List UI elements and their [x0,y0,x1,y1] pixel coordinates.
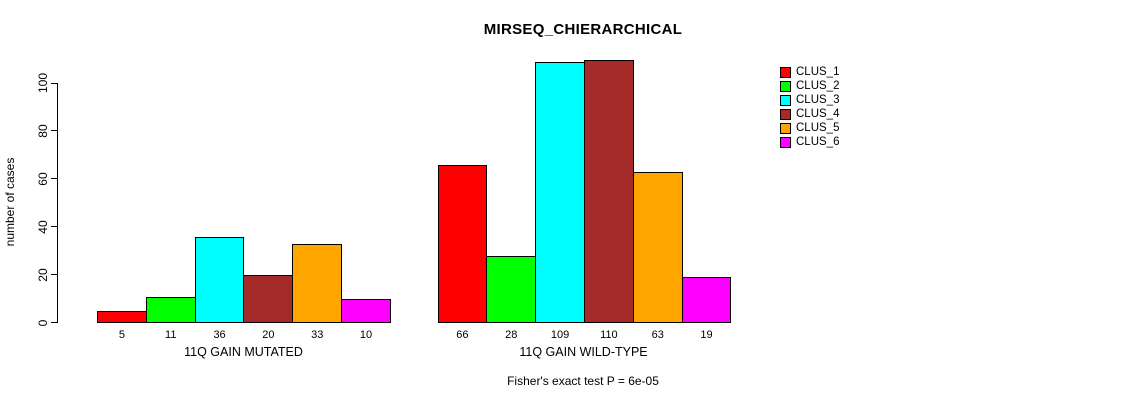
legend-item-clus_4: CLUS_4 [780,107,839,121]
bar-value-group1-CLUS_3: 36 [213,329,226,341]
legend-swatch-clus_5 [780,122,791,134]
legend-label-clus_3: CLUS_3 [796,94,840,106]
y-axis-label: number of cases [3,157,17,247]
bar-group2-CLUS_5 [632,172,683,323]
y-tick-label-40: 40 [36,220,50,234]
bar-value-group2-CLUS_2: 28 [505,329,518,341]
bar-group1-CLUS_6 [341,299,391,323]
y-tick-label-0: 0 [36,319,50,326]
legend-item-clus_6: CLUS_6 [780,135,839,149]
bar-value-group2-CLUS_4: 110 [600,329,618,341]
legend-label-clus_2: CLUS_2 [796,80,840,92]
fisher-test-annotation: Fisher's exact test P = 6e-05 [507,374,659,388]
y-tick-mark-80 [51,130,58,132]
legend-item-clus_5: CLUS_5 [780,121,839,135]
x-group-label-wildtype: 11Q GAIN WILD-TYPE [519,345,648,359]
bar-value-group2-CLUS_3: 109 [550,329,570,341]
bar-group2-CLUS_1 [437,164,488,323]
bar-value-group1-CLUS_4: 20 [262,329,275,341]
bar-value-group1-CLUS_2: 11 [165,329,177,341]
bar-value-group2-CLUS_1: 66 [456,329,469,341]
y-tick-label-20: 20 [36,267,50,282]
bar-value-group1-CLUS_5: 33 [311,329,324,341]
bar-group2-CLUS_4 [583,59,634,323]
y-tick-label-60: 60 [36,172,50,186]
y-tick-mark-20 [51,274,58,276]
bar-group2-CLUS_6 [681,277,732,323]
bar-value-group2-CLUS_5: 63 [651,329,664,341]
legend-swatch-clus_4 [780,108,791,120]
y-tick-mark-60 [51,178,58,180]
legend-label-clus_4: CLUS_4 [796,108,840,120]
bar-group1-CLUS_1 [97,311,147,323]
legend-item-clus_3: CLUS_3 [780,93,839,107]
bar-group2-CLUS_3 [535,61,585,323]
bar-group1-CLUS_3 [194,236,245,323]
bar-value-group2-CLUS_6: 19 [700,329,713,341]
legend-swatch-clus_2 [780,80,791,92]
y-tick-label-100: 100 [36,72,50,94]
bar-value-group1-CLUS_6: 10 [359,329,373,341]
bar-group1-CLUS_2 [145,296,196,323]
chart-title: MIRSEQ_CHIERARCHICAL [483,21,683,38]
legend-swatch-clus_1 [780,66,791,78]
y-tick-mark-40 [51,226,58,228]
legend-label-clus_1: CLUS_1 [796,66,840,78]
x-group-label-mutated: 11Q GAIN MUTATED [184,345,303,359]
bar-group1-CLUS_4 [243,275,294,323]
legend-item-clus_2: CLUS_2 [780,79,839,93]
bar-group1-CLUS_5 [292,243,343,323]
y-tick-mark-100 [51,82,58,84]
legend-item-clus_1: CLUS_1 [780,65,839,79]
legend-swatch-clus_6 [780,136,791,148]
y-tick-label-80: 80 [36,124,50,138]
y-tick-mark-0 [51,322,58,323]
legend-label-clus_5: CLUS_5 [796,122,840,134]
legend-label-clus_6: CLUS_6 [796,136,840,148]
bar-value-group1-CLUS_1: 5 [118,329,125,341]
bar-group2-CLUS_2 [486,255,537,323]
y-axis-line [57,83,58,323]
legend-swatch-clus_3 [780,94,791,106]
